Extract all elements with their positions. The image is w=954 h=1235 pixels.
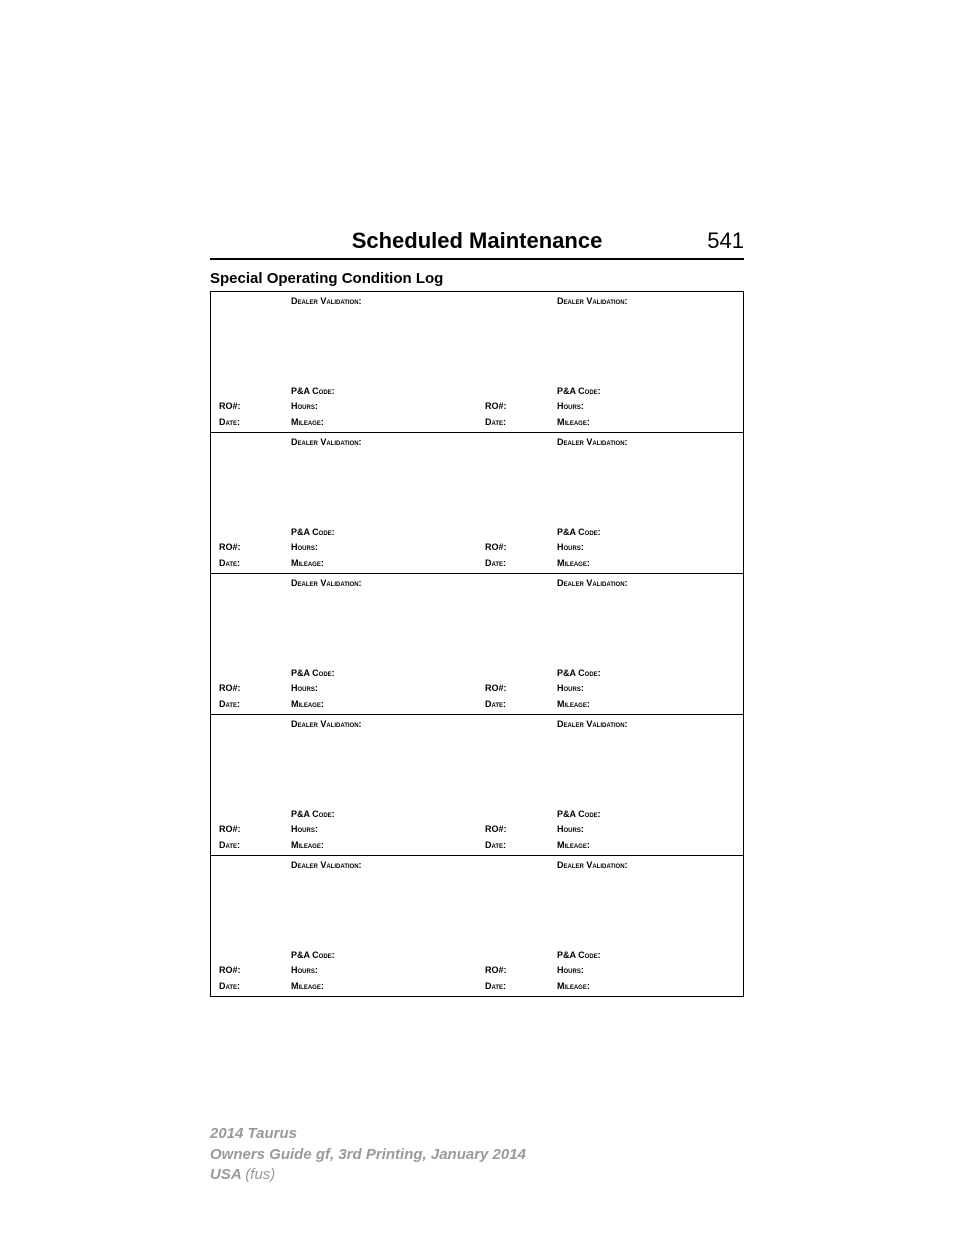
log-cell: Dealer Validation: P&A Code:RO#:Hours:Dat… <box>211 292 478 433</box>
pa-code-label: P&A Code: <box>291 525 469 540</box>
dealer-validation-label: Dealer Validation: <box>485 719 735 729</box>
dealer-validation-label: Dealer Validation: <box>219 860 469 870</box>
dealer-validation-label: Dealer Validation: <box>219 296 469 306</box>
log-table: Dealer Validation:P&A Code:RO#:Hours:Dat… <box>210 291 744 997</box>
log-cell: Dealer Validation: P&A Code:RO#:Hours:Dat… <box>477 433 744 574</box>
footer-line-2: Owners Guide gf, 3rd Printing, January 2… <box>210 1145 526 1165</box>
date-label: Date: <box>219 979 291 994</box>
ro-label: RO#: <box>485 540 557 555</box>
footer-line-1: 2014 Taurus <box>210 1124 526 1144</box>
log-cell: Dealer Validation: P&A Code:RO#:Hours:Dat… <box>211 574 478 715</box>
hours-label: Hours: <box>291 399 469 414</box>
mileage-label: Mileage: <box>291 556 469 571</box>
hours-label: Hours: <box>557 399 735 414</box>
pa-code-label: P&A Code: <box>557 807 735 822</box>
date-label: Date: <box>219 415 291 430</box>
mileage-label: Mileage: <box>557 556 735 571</box>
date-label: Date: <box>485 415 557 430</box>
dealer-validation-label: Dealer Validation: <box>219 719 469 729</box>
dealer-validation-label: Dealer Validation: <box>485 437 735 447</box>
pa-code-label: P&A Code: <box>291 807 469 822</box>
log-cell: Dealer Validation: P&A Code:RO#:Hours:Dat… <box>211 856 478 997</box>
mileage-label: Mileage: <box>557 979 735 994</box>
hours-label: Hours: <box>291 540 469 555</box>
pa-code-label: P&A Code: <box>291 948 469 963</box>
mileage-label: Mileage: <box>557 838 735 853</box>
pa-code-label: P&A Code: <box>557 948 735 963</box>
footer-block: 2014 Taurus Owners Guide gf, 3rd Printin… <box>210 1124 526 1185</box>
pa-code-label: P&A Code: <box>557 666 735 681</box>
hours-label: Hours: <box>557 540 735 555</box>
date-label: Date: <box>219 838 291 853</box>
hours-label: Hours: <box>557 963 735 978</box>
mileage-label: Mileage: <box>291 979 469 994</box>
pa-code-label: P&A Code: <box>291 384 469 399</box>
pa-code-label: P&A Code: <box>557 384 735 399</box>
date-label: Date: <box>219 697 291 712</box>
sub-heading: Special Operating Condition Log <box>210 270 744 287</box>
mileage-label: Mileage: <box>557 415 735 430</box>
hours-label: Hours: <box>291 963 469 978</box>
footer-line-3: USA (fus) <box>210 1165 526 1185</box>
date-label: Date: <box>485 556 557 571</box>
ro-label: RO#: <box>485 399 557 414</box>
ro-label: RO#: <box>219 822 291 837</box>
pa-code-label: P&A Code: <box>291 666 469 681</box>
log-cell: Dealer Validation: P&A Code:RO#:Hours:Dat… <box>211 433 478 574</box>
date-label: Date: <box>219 556 291 571</box>
log-cell: Dealer Validation: P&A Code:RO#:Hours:Dat… <box>211 715 478 856</box>
mileage-label: Mileage: <box>291 415 469 430</box>
date-label: Date: <box>485 838 557 853</box>
mileage-label: Mileage: <box>557 697 735 712</box>
log-cell: Dealer Validation: P&A Code:RO#:Hours:Dat… <box>477 574 744 715</box>
footer-fus: (fus) <box>245 1166 275 1183</box>
dealer-validation-label: Dealer Validation: <box>219 437 469 447</box>
mileage-label: Mileage: <box>291 697 469 712</box>
log-cell: Dealer Validation: P&A Code:RO#:Hours:Dat… <box>477 856 744 997</box>
ro-label: RO#: <box>219 399 291 414</box>
hours-label: Hours: <box>557 681 735 696</box>
log-cell: Dealer Validation: P&A Code:RO#:Hours:Dat… <box>477 292 744 433</box>
mileage-label: Mileage: <box>291 838 469 853</box>
ro-label: RO#: <box>219 681 291 696</box>
header-row: Scheduled Maintenance 541 <box>210 228 744 260</box>
log-cell: Dealer Validation: P&A Code:RO#:Hours:Dat… <box>477 715 744 856</box>
hours-label: Hours: <box>291 681 469 696</box>
hours-label: Hours: <box>557 822 735 837</box>
dealer-validation-label: Dealer Validation: <box>485 296 735 306</box>
pa-code-label: P&A Code: <box>557 525 735 540</box>
dealer-validation-label: Dealer Validation: <box>485 860 735 870</box>
hours-label: Hours: <box>291 822 469 837</box>
ro-label: RO#: <box>219 963 291 978</box>
date-label: Date: <box>485 979 557 994</box>
page: Scheduled Maintenance 541 Special Operat… <box>0 0 954 1235</box>
ro-label: RO#: <box>485 822 557 837</box>
ro-label: RO#: <box>485 963 557 978</box>
dealer-validation-label: Dealer Validation: <box>485 578 735 588</box>
header-title: Scheduled Maintenance <box>352 228 603 254</box>
dealer-validation-label: Dealer Validation: <box>219 578 469 588</box>
footer-country: USA <box>210 1166 241 1183</box>
ro-label: RO#: <box>219 540 291 555</box>
ro-label: RO#: <box>485 681 557 696</box>
date-label: Date: <box>485 697 557 712</box>
page-number: 541 <box>707 228 744 254</box>
